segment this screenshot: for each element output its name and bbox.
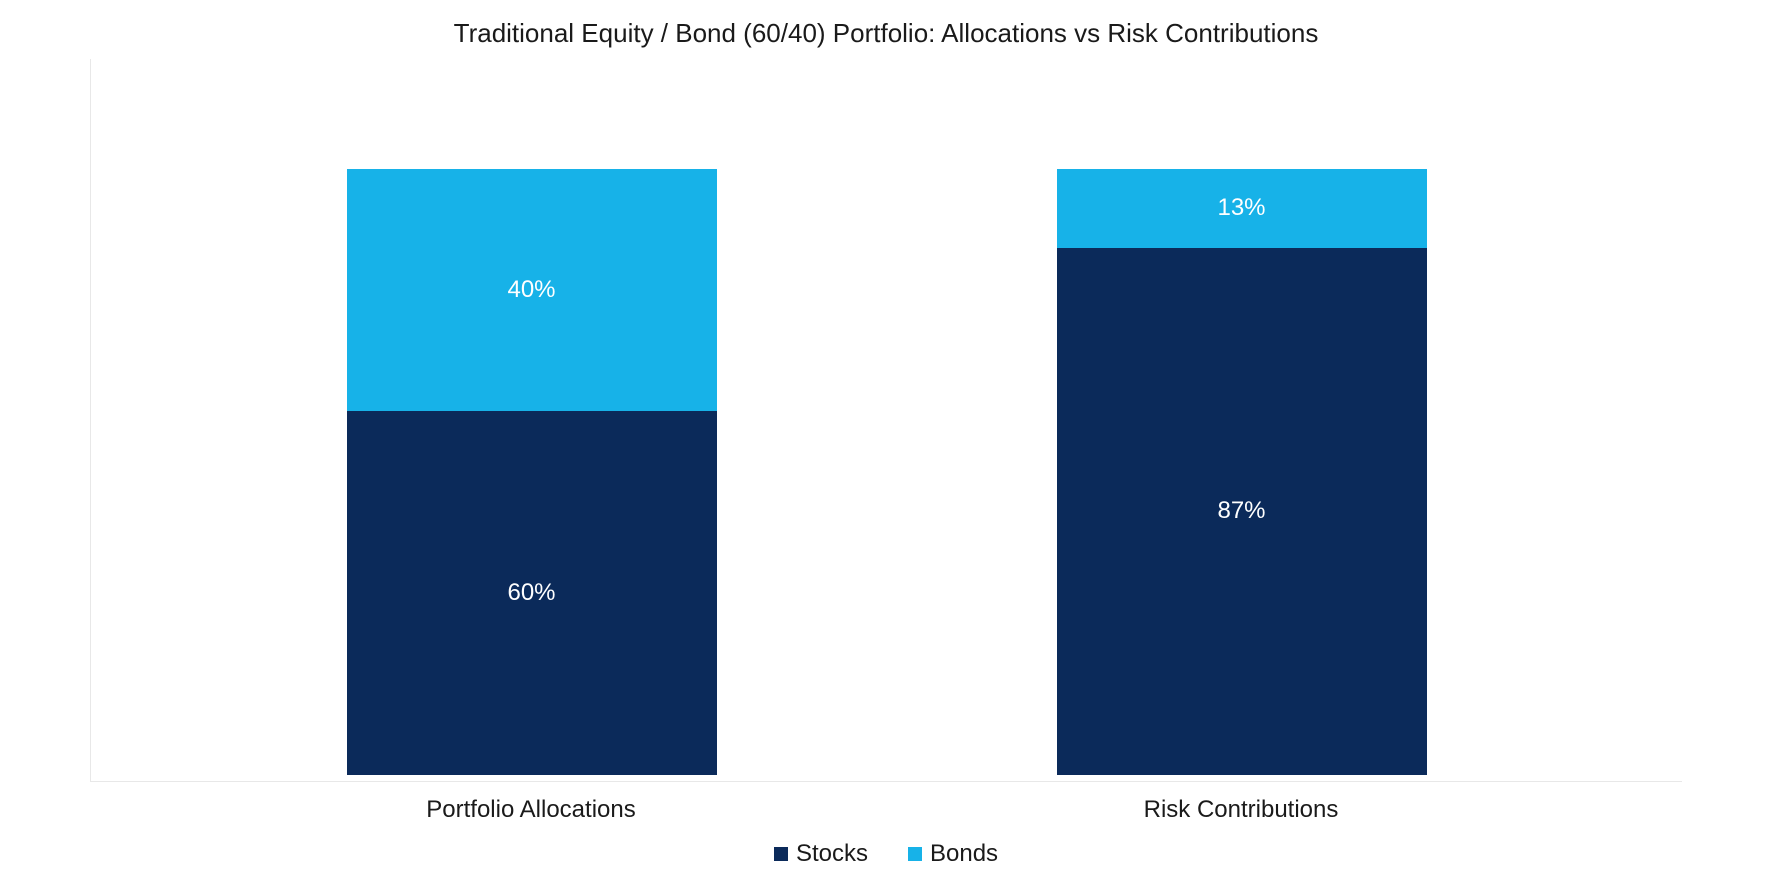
chart-title: Traditional Equity / Bond (60/40) Portfo… [0,0,1772,59]
data-label: 13% [1217,194,1265,222]
legend-swatch-stocks [774,847,788,861]
x-axis-labels: Portfolio Allocations Risk Contributions [90,796,1682,824]
data-label: 40% [507,276,555,304]
legend-label-stocks: Stocks [796,840,868,868]
legend-item-bonds: Bonds [908,840,998,868]
legend-item-stocks: Stocks [774,840,868,868]
segment-allocations-bonds: 40% [347,169,717,411]
data-label: 60% [507,579,555,607]
legend-swatch-bonds [908,847,922,861]
stacked-bar-chart: Traditional Equity / Bond (60/40) Portfo… [0,0,1772,886]
segment-risk-stocks: 87% [1057,248,1427,775]
legend-label-bonds: Bonds [930,840,998,868]
bar-group-risk: 87% 13% [1057,169,1427,775]
legend: Stocks Bonds [0,824,1772,886]
bar-group-allocations: 60% 40% [347,169,717,775]
x-label-allocations: Portfolio Allocations [346,796,716,824]
plot-area: 60% 40% 87% 13% [90,59,1682,782]
bar-allocations: 60% 40% [347,169,717,775]
data-label: 87% [1217,497,1265,525]
x-label-risk: Risk Contributions [1056,796,1426,824]
segment-risk-bonds: 13% [1057,169,1427,248]
bar-risk: 87% 13% [1057,169,1427,775]
segment-allocations-stocks: 60% [347,411,717,775]
